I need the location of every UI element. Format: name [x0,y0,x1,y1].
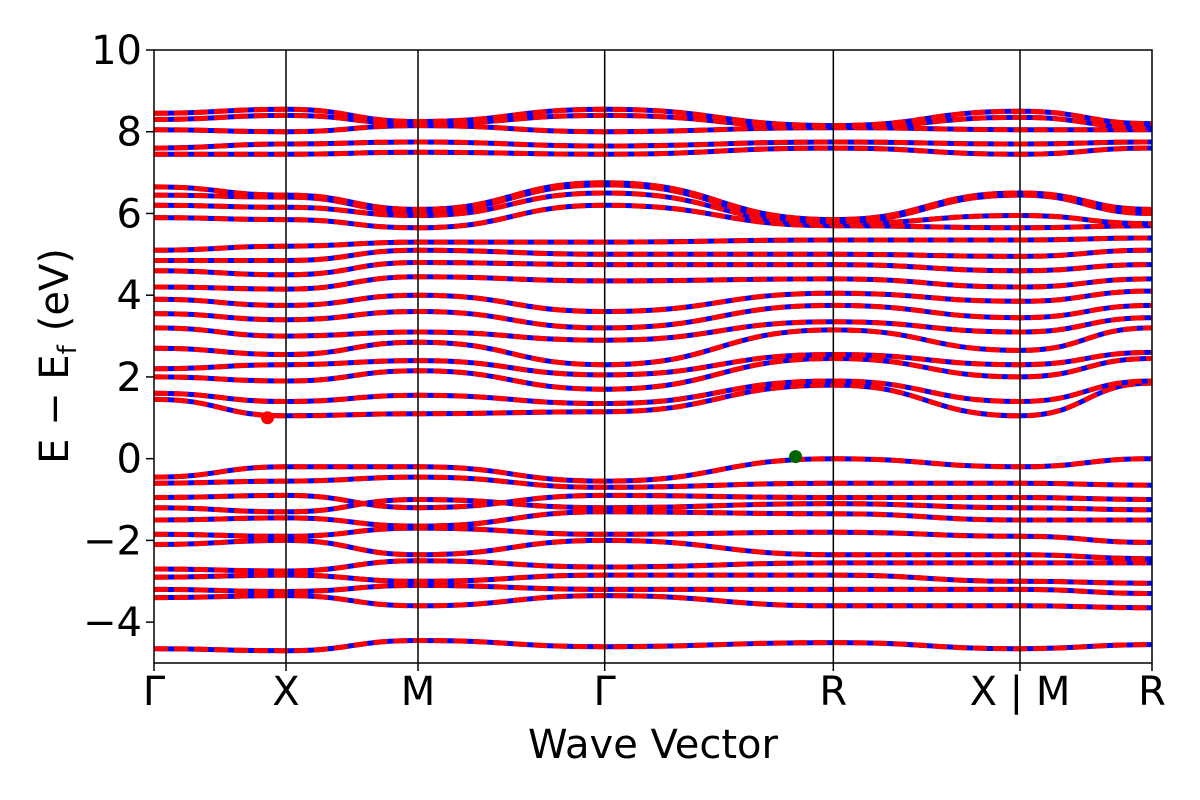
band-2 [154,582,1152,596]
band-0 [154,637,1152,654]
x-tick-label-4: R [819,669,847,715]
band-23 [154,235,1152,253]
band-21 [154,259,1152,278]
y-tick-label-1: −2 [83,518,142,564]
band-3 [154,572,1152,586]
band-1 [154,593,1152,611]
band-22 [154,247,1152,264]
x-tick-label-3: Γ [594,669,617,715]
y-tick-label-0: −4 [83,600,142,646]
band-30 [154,123,1152,135]
y-axis-label-unit: (eV) [32,248,78,331]
x-tick-label-2: M [401,669,436,715]
marker-cbm [261,411,275,425]
y-tick-label-3: 2 [117,355,142,401]
x-tick-label-6: R [1138,669,1166,715]
plot-frame [153,49,1153,664]
high-symmetry-lines [285,50,1021,663]
band-27 [154,180,1152,223]
y-tick-label-5: 6 [117,191,142,237]
band-20 [154,274,1152,292]
y-tick-label-2: 0 [117,437,142,483]
band-6 [154,525,1152,545]
y-axis-label: E − Ef (eV) [32,248,83,464]
y-axis-label-main: E − E [32,354,78,464]
band-7 [154,509,1152,529]
y-tick-label-7: 10 [91,28,142,74]
x-axis-label: Wave Vector [528,722,779,768]
band-8 [154,496,1152,515]
band-4 [154,558,1152,574]
band-24 [154,202,1152,231]
band-19 [154,288,1152,315]
y-tick-label-6: 8 [117,110,142,156]
band-10 [154,474,1152,490]
marker-vbm [789,450,803,464]
band-29 [154,139,1152,151]
extremum-markers [261,411,803,464]
y-axis-ticks: −4 −2 0 2 4 6 8 10 [83,28,154,646]
x-tick-label-1: X [272,669,299,715]
band-11 [154,456,1152,484]
band-25 [154,190,1152,227]
band-16 [154,325,1152,368]
x-tick-label-0: Γ [143,669,166,715]
x-tick-label-5: X | M [970,669,1071,715]
x-axis-ticks: Γ X M Γ R X | M R [143,663,1166,715]
y-tick-label-4: 4 [117,273,142,319]
band-28 [154,145,1152,157]
band-31 [154,112,1152,131]
y-axis-label-sub: f [53,344,83,354]
